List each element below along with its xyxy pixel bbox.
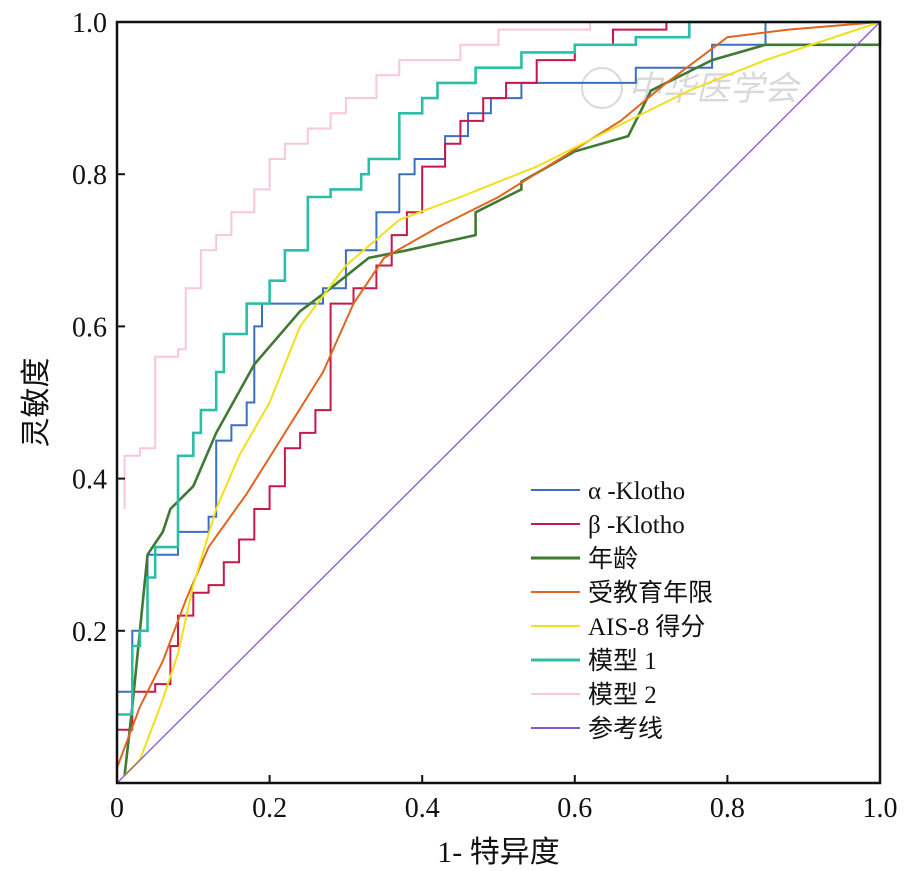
x-tick-label: 0 xyxy=(110,793,124,824)
x-tick-label: 0.4 xyxy=(405,793,440,824)
series-layer xyxy=(116,20,882,784)
legend-label: 受教育年限 xyxy=(588,579,713,607)
series-line-5 xyxy=(117,20,880,716)
series-line-7 xyxy=(116,21,881,784)
series-line-6 xyxy=(123,21,880,509)
y-tick-label: 0.8 xyxy=(72,160,107,191)
legend-label: 模型 1 xyxy=(588,647,657,675)
y-axis-title: 灵敏度 xyxy=(20,358,53,448)
y-tick-label: 0.2 xyxy=(72,617,107,648)
x-axis-title: 1- 特异度 xyxy=(437,836,560,869)
legend-label: AIS-8 得分 xyxy=(588,613,705,641)
x-tick-label: 1.0 xyxy=(863,793,898,824)
legend-label: β -Klotho xyxy=(588,512,685,539)
legend-label: 年龄 xyxy=(588,545,638,573)
series-line-3 xyxy=(116,21,881,769)
y-tick-label: 0.6 xyxy=(72,312,107,343)
plot-frame xyxy=(115,20,882,785)
y-tick-label: 0.4 xyxy=(72,465,107,496)
legend-label: α -Klotho xyxy=(588,478,685,505)
series-line-0 xyxy=(117,21,880,693)
x-tick-label: 0.6 xyxy=(557,793,592,824)
legend-label: 模型 2 xyxy=(588,681,657,709)
legend-label: 参考线 xyxy=(588,715,663,743)
x-tick-label: 0.2 xyxy=(252,793,287,824)
series-line-1 xyxy=(117,21,880,731)
series-line-2 xyxy=(123,22,882,776)
x-tick-label: 0.8 xyxy=(710,793,745,824)
watermark-seal-icon xyxy=(581,67,623,109)
y-tick-label: 1.0 xyxy=(72,8,107,39)
tick-layer: 0 0.2 0.4 0.6 0.8 1.0 0.2 0.4 0.6 0.8 1.0 xyxy=(72,8,898,824)
series-line-4 xyxy=(123,21,881,777)
